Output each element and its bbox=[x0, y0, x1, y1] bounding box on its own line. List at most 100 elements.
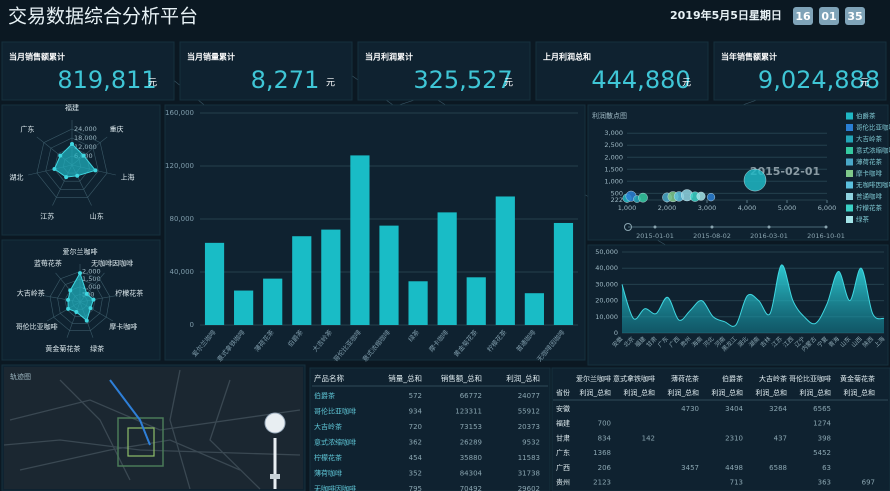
panel bbox=[357, 41, 531, 101]
radar-label: 上海 bbox=[121, 173, 135, 182]
bar bbox=[321, 229, 341, 325]
panel bbox=[164, 104, 586, 361]
legend-swatch bbox=[846, 181, 853, 189]
table-cell: 11583 bbox=[518, 454, 540, 462]
legend-swatch bbox=[846, 147, 853, 154]
y-tick-label: 120,000 bbox=[165, 162, 194, 170]
legend-label: 大吉岭茶 bbox=[856, 134, 883, 143]
timeline-dot bbox=[710, 225, 714, 229]
table-subheader: 利润_总和 bbox=[844, 388, 876, 397]
radar-label: 江苏 bbox=[40, 211, 54, 220]
panel bbox=[587, 104, 889, 241]
table-header: 大吉岭茶 bbox=[759, 374, 787, 383]
radar-tick-label: 2,000 bbox=[82, 268, 101, 276]
clock-box bbox=[845, 7, 865, 25]
map-road bbox=[59, 379, 131, 481]
table-cell: 6588 bbox=[769, 464, 787, 472]
table-cell: 713 bbox=[730, 479, 743, 487]
clock-digit: 35 bbox=[847, 10, 862, 23]
timeline-play bbox=[624, 223, 632, 231]
table-cell: 2310 bbox=[725, 434, 743, 442]
table-cell: 哥伦比亚咖啡 bbox=[314, 407, 356, 416]
table-cell: 4498 bbox=[725, 464, 743, 472]
table-cell: 934 bbox=[409, 408, 423, 416]
table-cell: 5452 bbox=[813, 449, 831, 457]
bar bbox=[524, 293, 544, 325]
radar-label: 无咖啡因咖啡 bbox=[91, 259, 133, 268]
timeline-label: 2016-03-01 bbox=[750, 232, 788, 240]
kpi-unit: 元 bbox=[326, 79, 335, 89]
table-subheader: 利润_总和 bbox=[800, 388, 832, 397]
timeline-label: 2016-10-01 bbox=[807, 232, 845, 240]
radar-label: 山东 bbox=[90, 211, 104, 220]
table-cell: 55912 bbox=[518, 408, 540, 416]
x-tick-label: 3,000 bbox=[698, 204, 717, 212]
radar-grid bbox=[64, 286, 96, 317]
page-title: 交易数据综合分析平台 bbox=[8, 6, 198, 28]
table-cell: 安徽 bbox=[556, 404, 570, 413]
radar-point bbox=[52, 167, 57, 172]
kpi-unit: 元 bbox=[682, 79, 691, 89]
kpi-value: 9,024,888 bbox=[758, 66, 880, 94]
timeline-label: 2015-01-01 bbox=[636, 232, 674, 240]
table-cell: 3457 bbox=[681, 464, 699, 472]
table-cell: 454 bbox=[409, 454, 423, 462]
map-ring bbox=[117, 417, 164, 467]
table-header: 利润_总和 bbox=[506, 373, 540, 383]
radar-label: 黄金菊花茶 bbox=[45, 344, 80, 353]
radar-grid bbox=[49, 271, 111, 331]
table-cell: 广东 bbox=[556, 448, 570, 457]
y-tick-label: 40,000 bbox=[595, 264, 618, 272]
kpi-value: 444,880 bbox=[591, 66, 690, 94]
legend-label: 绿茶 bbox=[856, 215, 870, 224]
table-header: 意式拿铁咖啡 bbox=[613, 374, 655, 383]
table-header: 爱尔兰咖啡 bbox=[576, 374, 611, 383]
timeline-dot bbox=[824, 225, 828, 229]
radar-label: 绿茶 bbox=[90, 344, 104, 353]
annotation: 2015-02-01 bbox=[750, 165, 820, 178]
radar-tick-label: 12,000 bbox=[74, 143, 97, 151]
table-cell: 柠檬花茶 bbox=[314, 453, 342, 462]
y-tick-label: 3,000 bbox=[604, 129, 623, 137]
legend-swatch bbox=[846, 193, 853, 200]
map-road bbox=[209, 379, 261, 490]
radar-point bbox=[93, 168, 98, 173]
panel bbox=[309, 367, 551, 491]
table-cell: 363 bbox=[818, 479, 831, 487]
radar-label: 柠檬花茶 bbox=[115, 288, 143, 297]
radar-label: 蓝莓花茶 bbox=[34, 259, 62, 268]
radar-point bbox=[84, 318, 89, 323]
bar bbox=[437, 212, 457, 325]
table-cell: 795 bbox=[409, 485, 422, 491]
table-header: 伯爵茶 bbox=[722, 374, 743, 383]
table-cell: 123311 bbox=[455, 408, 482, 416]
table-cell: 398 bbox=[818, 434, 831, 442]
table-cell: 70492 bbox=[460, 485, 482, 491]
radar-label: 哥伦比亚咖啡 bbox=[16, 322, 58, 331]
map-road bbox=[9, 399, 301, 431]
map-road bbox=[169, 369, 191, 490]
bubble bbox=[706, 193, 716, 202]
table-cell: 720 bbox=[409, 423, 422, 431]
bar bbox=[263, 278, 283, 325]
table-cell: 352 bbox=[409, 470, 422, 478]
kpi-value: 325,527 bbox=[413, 66, 512, 94]
table-cell: 834 bbox=[598, 434, 612, 442]
x-tick-label: 5,000 bbox=[778, 204, 797, 212]
radar-point bbox=[81, 153, 86, 158]
table-cell: 24077 bbox=[518, 392, 540, 400]
radar-point bbox=[66, 306, 71, 311]
radar-label: 重庆 bbox=[110, 124, 124, 133]
y-tick-label: 50,000 bbox=[595, 248, 618, 256]
bar bbox=[379, 225, 399, 325]
radar-grid bbox=[57, 278, 103, 324]
bar bbox=[292, 236, 312, 325]
bar bbox=[553, 222, 574, 325]
kpi-unit: 元 bbox=[860, 79, 869, 89]
x-tick-label: 4,000 bbox=[738, 204, 757, 212]
kpi-label: 上月利润总和 bbox=[543, 52, 591, 62]
timeline-dot bbox=[653, 225, 657, 229]
bar bbox=[495, 196, 515, 325]
y-tick-label: 30,000 bbox=[595, 280, 618, 288]
